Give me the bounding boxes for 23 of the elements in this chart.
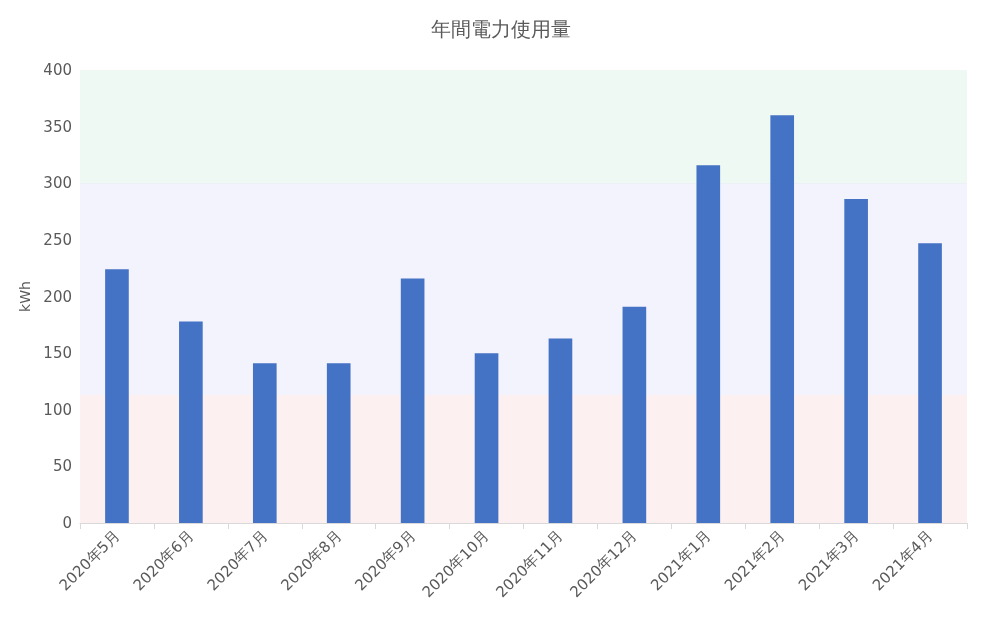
bar — [622, 306, 647, 523]
y-tick-label: 50 — [52, 457, 72, 476]
bar — [179, 321, 203, 523]
y-tick-label: 300 — [43, 174, 72, 193]
y-tick-label: 350 — [43, 117, 72, 136]
bar — [326, 363, 351, 523]
bar — [400, 278, 425, 523]
y-tick-label: 150 — [43, 344, 72, 363]
y-tick-label: 0 — [62, 514, 72, 532]
bar — [252, 363, 277, 523]
y-tick-label: 200 — [43, 287, 72, 306]
y-tick-label: 400 — [43, 61, 72, 79]
bar — [548, 338, 573, 523]
bar — [105, 269, 129, 523]
bar — [474, 353, 499, 523]
y-tick-label: 100 — [43, 400, 72, 419]
chart-title: 年間電力使用量 — [430, 17, 571, 41]
bar — [918, 243, 942, 523]
y-tick-label: 250 — [43, 230, 72, 249]
bar — [844, 199, 868, 523]
bar — [770, 115, 795, 523]
bar — [696, 165, 721, 523]
y-axis-title: kWh — [17, 281, 33, 312]
